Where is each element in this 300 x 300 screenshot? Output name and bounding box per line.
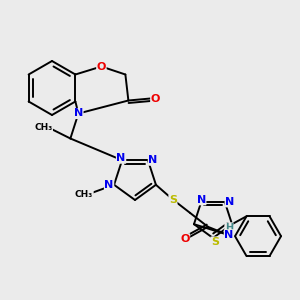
Text: N: N [196,195,206,205]
Text: N: N [224,230,233,240]
Text: O: O [151,94,160,103]
Text: N: N [148,155,158,165]
Text: N: N [74,109,83,118]
Text: CH₃: CH₃ [34,123,52,132]
Text: N: N [104,180,114,190]
Text: N: N [225,197,234,207]
Text: S: S [211,237,219,247]
Text: CH₃: CH₃ [75,190,93,199]
Text: H: H [225,223,233,233]
Text: N: N [116,153,126,163]
Text: O: O [97,61,106,71]
Text: O: O [180,234,190,244]
Text: S: S [169,195,177,205]
